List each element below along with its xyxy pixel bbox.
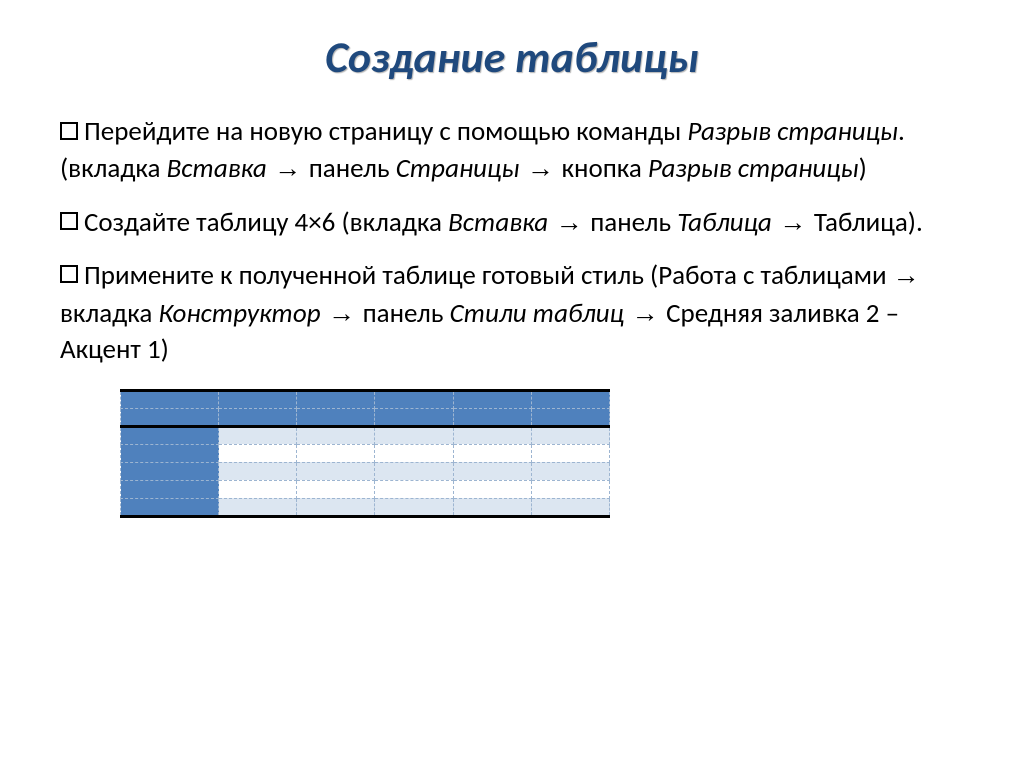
arrow-icon: → [519, 153, 561, 183]
bullet-3: Примените к полученной таблице готовый с… [60, 257, 964, 368]
arrow-icon: → [772, 207, 814, 237]
table-header-row [121, 390, 610, 408]
b3-text-1: Примените к полученной таблице готовый с… [84, 259, 893, 292]
table-header-row [121, 408, 610, 426]
sample-table [120, 389, 610, 518]
arrow-icon: → [548, 207, 590, 237]
b1-italic-1: Разрыв страницы [687, 115, 898, 148]
bullet-square-icon [60, 212, 78, 230]
arrow-icon: → [321, 298, 363, 328]
arrow-icon: → [267, 153, 309, 183]
sample-table-container [120, 389, 964, 518]
b2-italic-1: Вставка [448, 206, 548, 239]
arrow-icon: → [624, 298, 666, 328]
b1-italic-4: Разрыв страницы [648, 152, 859, 185]
bullet-square-icon [60, 122, 78, 140]
b3-text-3: панель [363, 297, 450, 330]
page-title: Создание таблицы [60, 30, 964, 84]
b3-italic-2: Стили таблиц [450, 297, 625, 330]
bullet-square-icon [60, 265, 78, 283]
b2-text-3: Таблица). [814, 206, 923, 239]
b3-italic-1: Конструктор [158, 297, 320, 330]
table-row [121, 462, 610, 480]
b1-text-1: Перейдите на новую страницу с помощью ко… [84, 115, 687, 148]
b1-text-5: ) [859, 152, 867, 185]
b2-text-2: панель [590, 206, 677, 239]
b1-text-3: панель [309, 152, 396, 185]
table-row [121, 480, 610, 498]
b3-text-2: вкладка [60, 297, 158, 330]
b1-italic-2: Вставка [167, 152, 267, 185]
table-row [121, 444, 610, 462]
bullet-2: Создайте таблицу 4×6 (вкладка Вставка → … [60, 204, 964, 241]
table-row [121, 426, 610, 444]
bullet-1: Перейдите на новую страницу с помощью ко… [60, 114, 964, 188]
arrow-icon: → [893, 260, 920, 290]
b1-text-4: кнопка [562, 152, 648, 185]
b2-text-1: Создайте таблицу 4×6 (вкладка [84, 206, 448, 239]
table-row [121, 498, 610, 516]
b1-italic-3: Страницы [396, 152, 520, 185]
b2-italic-2: Таблица [677, 206, 772, 239]
